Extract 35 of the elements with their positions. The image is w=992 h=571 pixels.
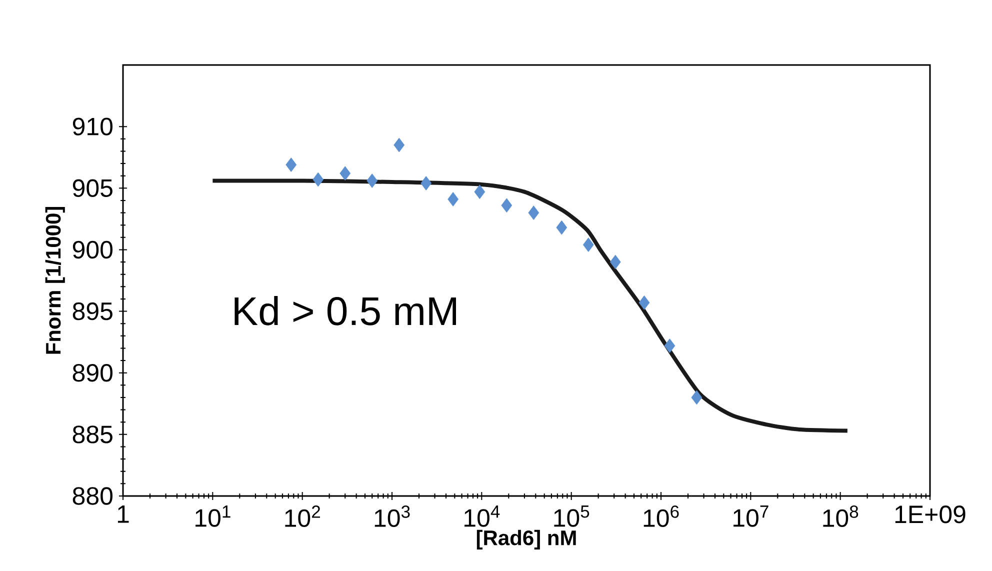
y-tick-label: 890: [72, 364, 113, 382]
x-axis-title: [Rad6] nM: [476, 530, 576, 550]
x-tick-label: 10$^{5}$: [554, 506, 590, 527]
point: [582, 238, 594, 252]
point: [664, 338, 676, 353]
point: [394, 138, 405, 152]
x-tick-label: 10$^{4}$: [464, 506, 500, 527]
x-tick-label: 1: [118, 506, 129, 523]
point: [286, 158, 297, 172]
point: [448, 192, 459, 206]
point: [691, 390, 702, 405]
point: [474, 184, 486, 200]
x-tick-label: 10$^{6}$: [644, 506, 679, 528]
annotation: Kd > 0.5 mM: [234, 296, 456, 326]
point: [420, 176, 432, 190]
x-tick-label: 10$^{3}$: [374, 506, 410, 528]
y-tick-label: 880: [72, 487, 113, 505]
point: [340, 166, 351, 181]
x-tick-label: 10$^{7}$: [734, 506, 768, 527]
x-tick-label: 10$^{8}$: [823, 506, 858, 528]
x-tick-label: 10$^{2}$: [285, 506, 320, 528]
point: [501, 198, 512, 213]
point: [312, 172, 324, 187]
point: [556, 220, 568, 235]
point: [528, 206, 540, 220]
y-tick-label: 895: [72, 302, 112, 320]
point: [610, 254, 621, 270]
y-tick-label: 910: [72, 118, 113, 136]
point: [366, 174, 378, 188]
x-tick-label: 10$^{1}$: [196, 506, 230, 527]
y-tick-label: 900: [72, 240, 113, 259]
y-tick-label: 885: [72, 426, 112, 444]
y-tick-label: 905: [72, 179, 112, 197]
y-axis-title: Fnorm [1/1000]: [45, 207, 65, 354]
x-tick-label: 1E+09: [895, 506, 966, 524]
